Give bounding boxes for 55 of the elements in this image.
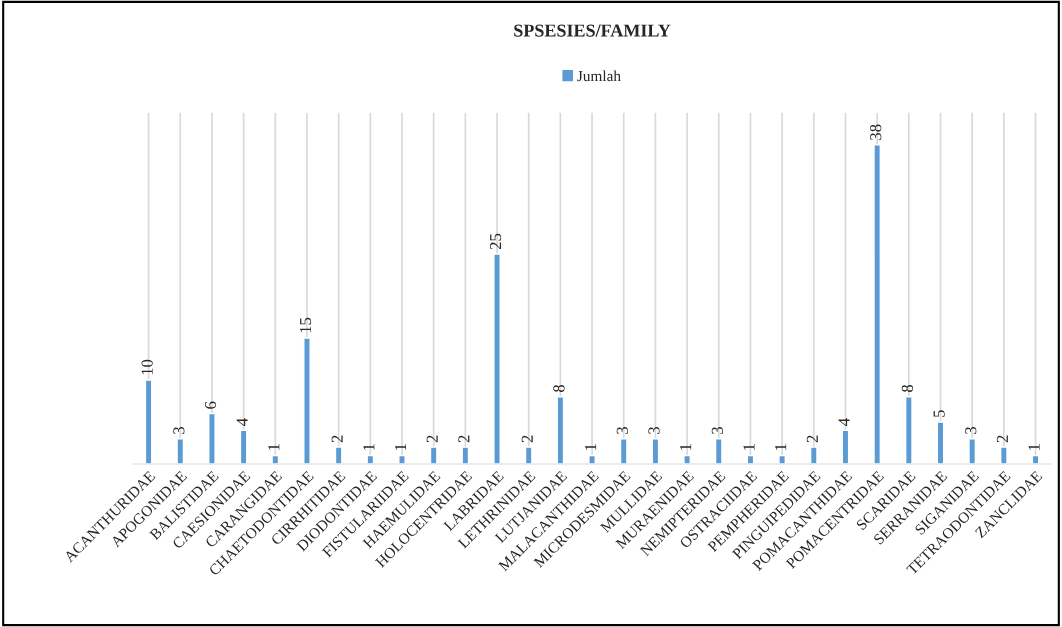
bar (176, 438, 185, 464)
bar (588, 454, 596, 464)
bar (461, 446, 470, 464)
data-label: 38 (870, 124, 882, 140)
data-label: 2 (458, 435, 470, 443)
data-label: 2 (521, 435, 533, 443)
bar (208, 412, 216, 464)
bar (303, 337, 311, 464)
data-label: 2 (426, 435, 438, 443)
bar (683, 454, 691, 464)
bar (619, 438, 628, 464)
data-label: 1 (363, 444, 375, 450)
data-label: 4 (838, 418, 850, 426)
data-label: 1 (775, 444, 787, 450)
bar (398, 454, 406, 464)
data-label: 1 (743, 444, 755, 450)
data-label: 2 (331, 435, 343, 443)
data-label: 3 (616, 426, 628, 434)
chart-title: SPSESIES/FAMILY (514, 24, 671, 37)
bar (714, 438, 723, 464)
data-label: 25 (490, 233, 502, 250)
bar (429, 446, 438, 464)
data-label: 10 (141, 359, 153, 375)
data-label: 1 (1028, 444, 1040, 450)
data-label: 8 (901, 384, 914, 392)
data-label: 5 (933, 410, 945, 417)
bar (524, 446, 533, 464)
legend-label: Jumlah (577, 70, 621, 82)
bar (334, 446, 343, 464)
data-label: 3 (711, 426, 723, 434)
bar (778, 454, 786, 464)
bar (493, 253, 501, 464)
data-label: 1 (268, 444, 280, 450)
data-label: 3 (648, 426, 660, 434)
bar (936, 421, 945, 464)
bar (873, 144, 882, 464)
data-label: 4 (236, 418, 248, 426)
bar (271, 454, 280, 464)
data-label: 2 (996, 435, 1008, 443)
data-label: 3 (965, 426, 977, 434)
bar (904, 396, 913, 464)
bar (1000, 446, 1008, 464)
data-label: 1 (585, 444, 597, 450)
bar (144, 379, 153, 464)
bar (968, 438, 977, 464)
data-label: 1 (395, 444, 407, 450)
bar (809, 446, 818, 464)
data-label: 1 (680, 444, 692, 450)
data-label: 8 (553, 384, 565, 392)
data-label: 15 (299, 317, 312, 333)
bar (366, 454, 375, 464)
data-label: 6 (204, 401, 217, 409)
data-label: 2 (806, 435, 818, 443)
bar (556, 396, 565, 464)
data-label: 3 (173, 426, 185, 434)
